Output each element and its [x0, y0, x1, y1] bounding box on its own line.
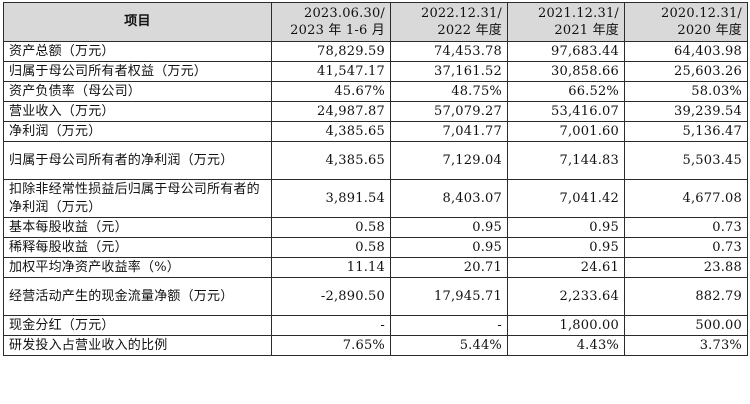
table-row: 资产总额（万元） 78,829.59 74,453.78 97,683.44 6… — [3, 41, 748, 62]
row-label-revenue: 营业收入（万元） — [3, 101, 272, 122]
cell-value: 41,547.17 — [271, 61, 391, 82]
cell-value: 74,453.78 — [390, 41, 508, 62]
row-label-parent-equity: 归属于母公司所有者权益（万元） — [3, 61, 272, 82]
header-period-line2: 2023 年 1-6 月 — [290, 23, 385, 38]
cell-value: 23.88 — [624, 257, 748, 278]
table-row: 研发投入占营业收入的比例 7.65% 5.44% 4.43% 3.73% — [3, 335, 748, 356]
cell-value: 7,144.83 — [507, 141, 625, 180]
cell-value: 20.71 — [390, 257, 508, 278]
table-row: 归属于母公司所有者的净利润（万元） 4,385.65 7,129.04 7,14… — [3, 141, 748, 180]
cell-value: 5,136.47 — [624, 121, 748, 142]
cell-value: 0.58 — [271, 237, 391, 258]
row-label-total-assets: 资产总额（万元） — [3, 41, 272, 62]
table-row: 基本每股收益（元） 0.58 0.95 0.95 0.73 — [3, 217, 748, 238]
cell-value: 25,603.26 — [624, 61, 748, 82]
row-label-weighted-roe: 加权平均净资产收益率（%） — [3, 257, 272, 278]
header-row: 项目 2023.06.30/ 2023 年 1-6 月 2022.12.31/ … — [3, 2, 748, 42]
cell-value: 66.52% — [507, 81, 625, 102]
cell-value: 5.44% — [390, 335, 508, 356]
header-period-line1: 2020.12.31/ — [660, 6, 742, 21]
cell-value: -2,890.50 — [271, 277, 391, 316]
cell-value: 3,891.54 — [271, 179, 391, 218]
cell-value: 0.95 — [390, 217, 508, 238]
header-period-line2: 2022 年度 — [437, 23, 502, 38]
cell-value: - — [271, 315, 391, 336]
cell-value: 0.73 — [624, 237, 748, 258]
header-period-2023h1: 2023.06.30/ 2023 年 1-6 月 — [271, 2, 391, 42]
table-row: 稀释每股收益（元） 0.58 0.95 0.95 0.73 — [3, 237, 748, 258]
table-row: 经营活动产生的现金流量净额（万元） -2,890.50 17,945.71 2,… — [3, 277, 748, 316]
cell-value: - — [390, 315, 508, 336]
header-period-line2: 2020 年度 — [677, 23, 742, 38]
financial-summary-table: 项目 2023.06.30/ 2023 年 1-6 月 2022.12.31/ … — [3, 2, 748, 356]
cell-value: 97,683.44 — [507, 41, 625, 62]
cell-value: 882.79 — [624, 277, 748, 316]
table-row: 现金分红（万元） - - 1,800.00 500.00 — [3, 315, 748, 336]
table-row: 营业收入（万元） 24,987.87 57,079.27 53,416.07 3… — [3, 101, 748, 122]
cell-value: 4.43% — [507, 335, 625, 356]
table-row: 资产负债率（母公司） 45.67% 48.75% 66.52% 58.03% — [3, 81, 748, 102]
row-label-deducted-net-profit: 扣除非经常性损益后归属于母公司所有者的净利润（万元） — [3, 179, 272, 218]
table-header: 项目 2023.06.30/ 2023 年 1-6 月 2022.12.31/ … — [3, 2, 748, 42]
cell-value: 45.67% — [271, 81, 391, 102]
cell-value: 4,385.65 — [271, 141, 391, 180]
header-period-line1: 2023.06.30/ — [303, 6, 385, 21]
cell-value: 4,677.08 — [624, 179, 748, 218]
cell-value: 48.75% — [390, 81, 508, 102]
header-period-2022: 2022.12.31/ 2022 年度 — [390, 2, 508, 42]
cell-value: 30,858.66 — [507, 61, 625, 82]
cell-value: 37,161.52 — [390, 61, 508, 82]
row-label-debt-ratio: 资产负债率（母公司） — [3, 81, 272, 102]
row-label-parent-net-profit: 归属于母公司所有者的净利润（万元） — [3, 141, 272, 180]
header-period-2021: 2021.12.31/ 2021 年度 — [507, 2, 625, 42]
cell-value: 0.95 — [390, 237, 508, 258]
header-period-line1: 2021.12.31/ — [537, 6, 619, 21]
cell-value: 64,403.98 — [624, 41, 748, 62]
cell-value: 7,041.77 — [390, 121, 508, 142]
row-label-rd-ratio: 研发投入占营业收入的比例 — [3, 335, 272, 356]
cell-value: 53,416.07 — [507, 101, 625, 122]
header-period-2020: 2020.12.31/ 2020 年度 — [624, 2, 748, 42]
table-row: 净利润（万元） 4,385.65 7,041.77 7,001.60 5,136… — [3, 121, 748, 142]
header-period-line2: 2021 年度 — [554, 23, 619, 38]
cell-value: 5,503.45 — [624, 141, 748, 180]
cell-value: 8,403.07 — [390, 179, 508, 218]
cell-value: 0.73 — [624, 217, 748, 238]
cell-value: 24.61 — [507, 257, 625, 278]
cell-value: 7,041.42 — [507, 179, 625, 218]
cell-value: 0.58 — [271, 217, 391, 238]
cell-value: 11.14 — [271, 257, 391, 278]
cell-value: 57,079.27 — [390, 101, 508, 122]
financial-table-container: 项目 2023.06.30/ 2023 年 1-6 月 2022.12.31/ … — [3, 2, 748, 356]
cell-value: 3.73% — [624, 335, 748, 356]
table-row: 扣除非经常性损益后归属于母公司所有者的净利润（万元） 3,891.54 8,40… — [3, 179, 748, 218]
cell-value: 39,239.54 — [624, 101, 748, 122]
cell-value: 78,829.59 — [271, 41, 391, 62]
cell-value: 24,987.87 — [271, 101, 391, 122]
table-row: 加权平均净资产收益率（%） 11.14 20.71 24.61 23.88 — [3, 257, 748, 278]
cell-value: 1,800.00 — [507, 315, 625, 336]
row-label-net-profit: 净利润（万元） — [3, 121, 272, 142]
table-row: 归属于母公司所有者权益（万元） 41,547.17 37,161.52 30,8… — [3, 61, 748, 82]
cell-value: 58.03% — [624, 81, 748, 102]
cell-value: 4,385.65 — [271, 121, 391, 142]
cell-value: 2,233.64 — [507, 277, 625, 316]
cell-value: 17,945.71 — [390, 277, 508, 316]
row-label-diluted-eps: 稀释每股收益（元） — [3, 237, 272, 258]
cell-value: 7,001.60 — [507, 121, 625, 142]
cell-value: 0.95 — [507, 217, 625, 238]
cell-value: 7.65% — [271, 335, 391, 356]
row-label-cash-dividend: 现金分红（万元） — [3, 315, 272, 336]
header-period-line1: 2022.12.31/ — [420, 6, 502, 21]
cell-value: 0.95 — [507, 237, 625, 258]
cell-value: 7,129.04 — [390, 141, 508, 180]
table-body: 资产总额（万元） 78,829.59 74,453.78 97,683.44 6… — [3, 41, 748, 356]
header-item: 项目 — [3, 2, 272, 42]
row-label-operating-cash-flow: 经营活动产生的现金流量净额（万元） — [3, 277, 272, 316]
cell-value: 500.00 — [624, 315, 748, 336]
row-label-basic-eps: 基本每股收益（元） — [3, 217, 272, 238]
